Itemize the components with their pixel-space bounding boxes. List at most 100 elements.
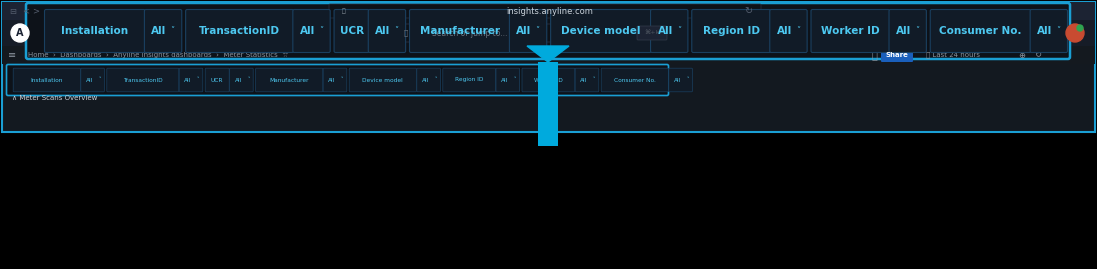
Text: ↻: ↻ (744, 6, 753, 16)
FancyBboxPatch shape (509, 9, 546, 52)
Text: Home  ›  Dashboards  ›  Anyline Insights dashboards  ›  Meter Statistics  ☆: Home › Dashboards › Anyline Insights das… (29, 52, 289, 58)
Text: All: All (657, 26, 672, 36)
Text: ˅: ˅ (341, 77, 343, 83)
Text: ↻: ↻ (1034, 51, 1041, 59)
Text: ˅: ˅ (513, 77, 516, 83)
Text: TransactionID: TransactionID (200, 26, 280, 36)
Text: TransactionID: TransactionID (123, 77, 162, 83)
Text: Manufacturer: Manufacturer (270, 77, 309, 83)
Text: 🔒: 🔒 (342, 8, 346, 14)
Text: ≡≡: ≡≡ (1031, 29, 1045, 37)
FancyBboxPatch shape (551, 9, 652, 52)
Text: ˅: ˅ (687, 77, 689, 83)
Circle shape (1066, 24, 1084, 42)
Text: ˅: ˅ (196, 77, 200, 83)
FancyBboxPatch shape (329, 4, 761, 18)
Text: Worker ID: Worker ID (822, 26, 880, 36)
Text: ⓘ: ⓘ (871, 50, 877, 60)
FancyBboxPatch shape (651, 9, 688, 52)
Text: >: > (33, 6, 39, 16)
Text: ⊟: ⊟ (10, 6, 16, 16)
FancyBboxPatch shape (443, 68, 496, 92)
FancyBboxPatch shape (2, 2, 1095, 132)
Text: All: All (501, 77, 508, 83)
FancyBboxPatch shape (417, 68, 440, 92)
FancyBboxPatch shape (889, 9, 926, 52)
Text: ˅: ˅ (434, 77, 437, 83)
Text: Worker ID: Worker ID (534, 77, 563, 83)
Text: All: All (151, 26, 167, 36)
Text: All: All (299, 26, 315, 36)
Text: All: All (777, 26, 792, 36)
Text: ⏱ Last 24 hours  ˅: ⏱ Last 24 hours ˅ (926, 51, 988, 59)
FancyBboxPatch shape (930, 9, 1031, 52)
Text: All: All (375, 26, 391, 36)
Text: ˅: ˅ (1056, 27, 1061, 36)
FancyBboxPatch shape (2, 2, 1095, 20)
Text: Search or jump to...: Search or jump to... (432, 29, 508, 37)
Text: ≡: ≡ (8, 50, 16, 60)
Text: UCR: UCR (211, 77, 224, 83)
FancyBboxPatch shape (389, 24, 671, 42)
Text: ˅: ˅ (592, 77, 596, 83)
FancyBboxPatch shape (205, 68, 229, 92)
FancyBboxPatch shape (669, 68, 692, 92)
FancyBboxPatch shape (7, 65, 668, 95)
Text: ˅: ˅ (319, 27, 324, 36)
Text: Consumer No.: Consumer No. (614, 77, 656, 83)
Text: Region ID: Region ID (455, 77, 484, 83)
FancyBboxPatch shape (106, 68, 179, 92)
Text: Share: Share (885, 52, 908, 58)
FancyBboxPatch shape (369, 9, 406, 52)
Text: All: All (328, 77, 336, 83)
Text: All: All (184, 77, 192, 83)
Text: Device model: Device model (562, 26, 641, 36)
Text: ˅: ˅ (915, 27, 919, 36)
FancyBboxPatch shape (185, 9, 294, 52)
Text: <: < (23, 6, 30, 16)
Text: All: All (896, 26, 912, 36)
FancyBboxPatch shape (770, 9, 807, 52)
Text: UCR: UCR (340, 26, 364, 36)
Text: Installation: Installation (61, 26, 128, 36)
Text: All: All (517, 26, 532, 36)
FancyBboxPatch shape (811, 9, 890, 52)
FancyBboxPatch shape (179, 68, 203, 92)
FancyBboxPatch shape (324, 68, 347, 92)
FancyBboxPatch shape (575, 68, 599, 92)
FancyBboxPatch shape (256, 68, 323, 92)
Text: ∧ Meter Scans Overview: ∧ Meter Scans Overview (12, 95, 98, 101)
FancyBboxPatch shape (145, 9, 182, 52)
FancyBboxPatch shape (496, 68, 520, 92)
Text: All: All (86, 77, 93, 83)
FancyBboxPatch shape (538, 62, 558, 146)
Text: ˅: ˅ (99, 77, 101, 83)
FancyBboxPatch shape (692, 9, 771, 52)
FancyBboxPatch shape (409, 9, 510, 52)
Text: Installation: Installation (31, 77, 63, 83)
Text: 🔍: 🔍 (404, 30, 408, 36)
Circle shape (11, 24, 29, 42)
Text: Device model: Device model (362, 77, 404, 83)
Text: Consumer No.: Consumer No. (939, 26, 1022, 36)
Text: All: All (235, 77, 242, 83)
FancyBboxPatch shape (81, 68, 104, 92)
FancyBboxPatch shape (293, 9, 330, 52)
FancyBboxPatch shape (1030, 9, 1067, 52)
FancyBboxPatch shape (13, 68, 80, 92)
FancyBboxPatch shape (601, 68, 668, 92)
Text: ˅: ˅ (677, 27, 681, 36)
FancyBboxPatch shape (26, 3, 1070, 59)
Text: ˅: ˅ (247, 77, 250, 83)
FancyBboxPatch shape (349, 68, 417, 92)
FancyBboxPatch shape (522, 68, 575, 92)
Text: Manufacturer: Manufacturer (420, 26, 500, 36)
Text: ˅: ˅ (796, 27, 800, 36)
Text: ⊕: ⊕ (1018, 51, 1026, 59)
FancyBboxPatch shape (2, 46, 1095, 64)
FancyBboxPatch shape (637, 26, 667, 40)
FancyBboxPatch shape (2, 20, 1095, 46)
Polygon shape (527, 46, 569, 62)
Text: ⌘+k: ⌘+k (644, 30, 659, 36)
Text: ˅: ˅ (395, 27, 398, 36)
